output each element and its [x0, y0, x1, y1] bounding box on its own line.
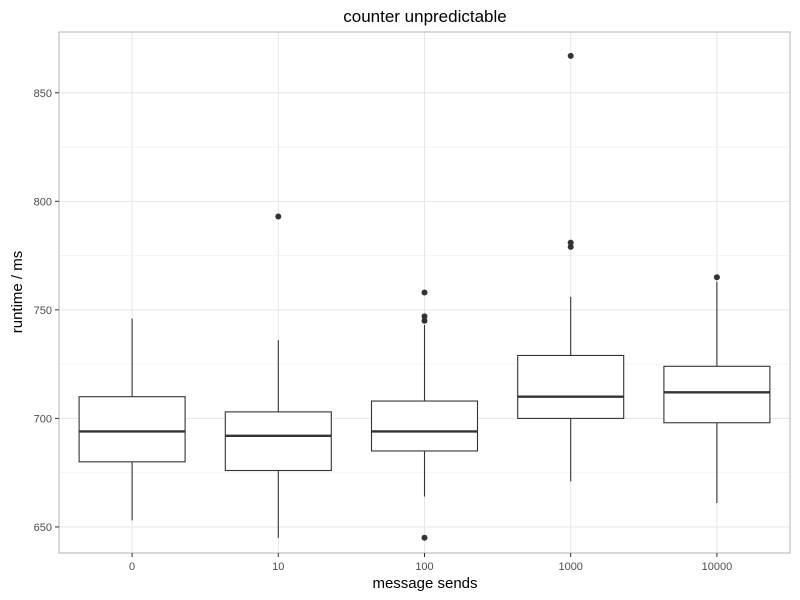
- y-tick-label: 750: [34, 305, 52, 317]
- box-1000: [517, 52, 625, 482]
- y-axis-title: runtime / ms: [9, 251, 26, 334]
- outlier-point: [421, 317, 428, 324]
- box-series: [78, 52, 771, 541]
- box-iqr: [78, 396, 186, 463]
- x-axis-ticks: 0 10 100 1000 10000: [129, 553, 732, 573]
- box-iqr: [224, 411, 332, 472]
- outlier-point: [275, 213, 282, 220]
- box-iqr: [370, 400, 479, 452]
- box-10000: [663, 274, 771, 504]
- box-10: [224, 213, 332, 538]
- box-0: [78, 318, 186, 521]
- y-tick-label: 850: [34, 88, 52, 100]
- x-tick-label: 1000: [558, 561, 582, 573]
- y-axis-ticks: 650 700 750 800 850: [34, 88, 59, 534]
- x-tick-label: 100: [415, 561, 433, 573]
- x-tick-label: 10000: [702, 561, 733, 573]
- y-tick-label: 650: [34, 522, 52, 534]
- outlier-point: [713, 274, 720, 281]
- y-tick-label: 700: [34, 413, 52, 425]
- outlier-point: [421, 534, 428, 541]
- x-axis-title: message sends: [372, 575, 477, 592]
- box-iqr: [517, 354, 625, 419]
- outlier-point: [421, 289, 428, 296]
- x-tick-label: 10: [272, 561, 284, 573]
- outlier-point: [421, 313, 428, 320]
- outlier-point: [567, 239, 574, 246]
- outlier-point: [567, 52, 574, 59]
- x-tick-label: 0: [129, 561, 135, 573]
- box-iqr: [663, 365, 771, 424]
- chart-title: counter unpredictable: [343, 7, 507, 26]
- outlier-point: [567, 243, 574, 250]
- y-tick-label: 800: [34, 196, 52, 208]
- box-100: [370, 289, 479, 541]
